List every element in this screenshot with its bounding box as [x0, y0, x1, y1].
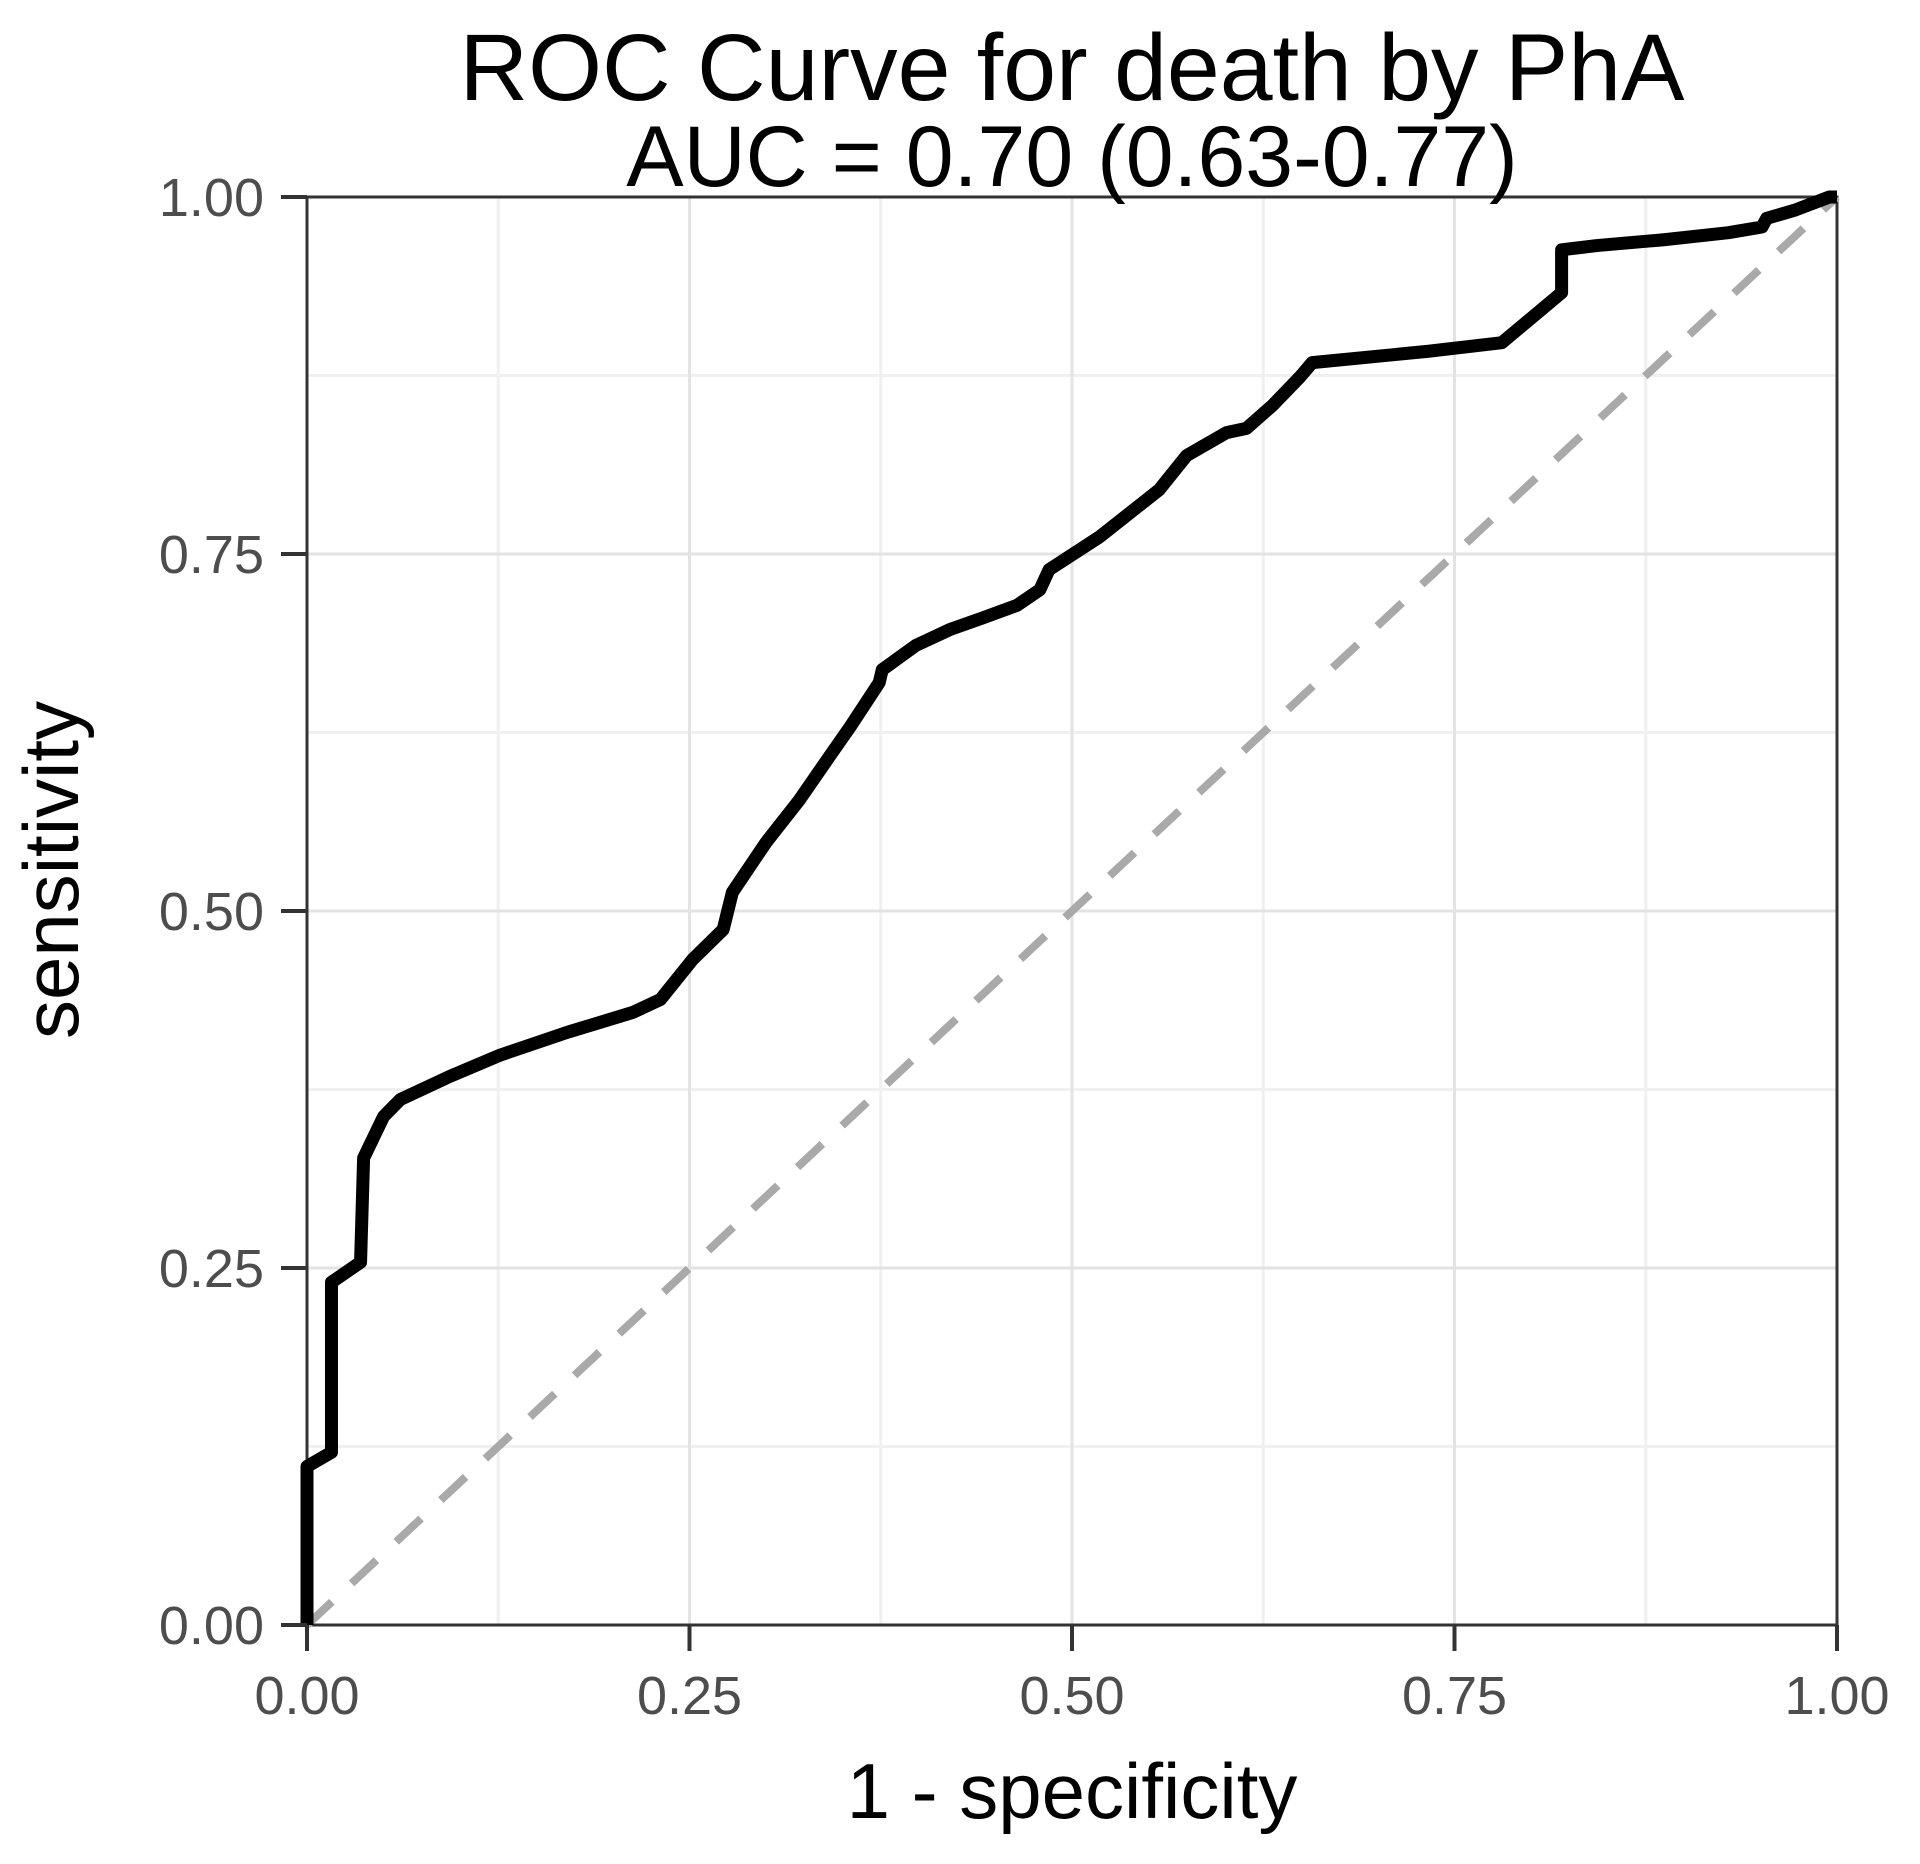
y-tick-label: 0.75	[159, 525, 264, 585]
roc-curve-line	[300, 190, 1837, 1625]
y-tick-label: 0.50	[159, 882, 264, 942]
x-tick-label: 0.25	[637, 1666, 742, 1726]
y-tick-label: 0.25	[159, 1239, 264, 1299]
chart-title-line2: AUC = 0.70 (0.63-0.77)	[626, 109, 1518, 205]
y-axis-title: sensitivity	[7, 701, 95, 1039]
x-tick-label: 0.50	[1019, 1666, 1124, 1726]
x-tick-label: 0.75	[1402, 1666, 1507, 1726]
y-tick-label: 1.00	[159, 168, 264, 228]
reference-diagonal-line	[304, 194, 1840, 1628]
tick-marks-layer	[281, 195, 1839, 1651]
x-tick-label: 0.00	[254, 1666, 359, 1726]
chart-title-line1: ROC Curve for death by PhA	[460, 15, 1686, 121]
x-tick-label: 1.00	[1784, 1666, 1889, 1726]
tick-labels-layer: 0.00 0.25 0.50 0.75 1.00 0.00 0.25 0.50 0.75 1.00	[159, 168, 1890, 1726]
x-axis-title: 1 - specificity	[847, 1747, 1298, 1835]
series-layer	[300, 190, 1840, 1628]
y-tick-label: 0.00	[159, 1596, 264, 1656]
